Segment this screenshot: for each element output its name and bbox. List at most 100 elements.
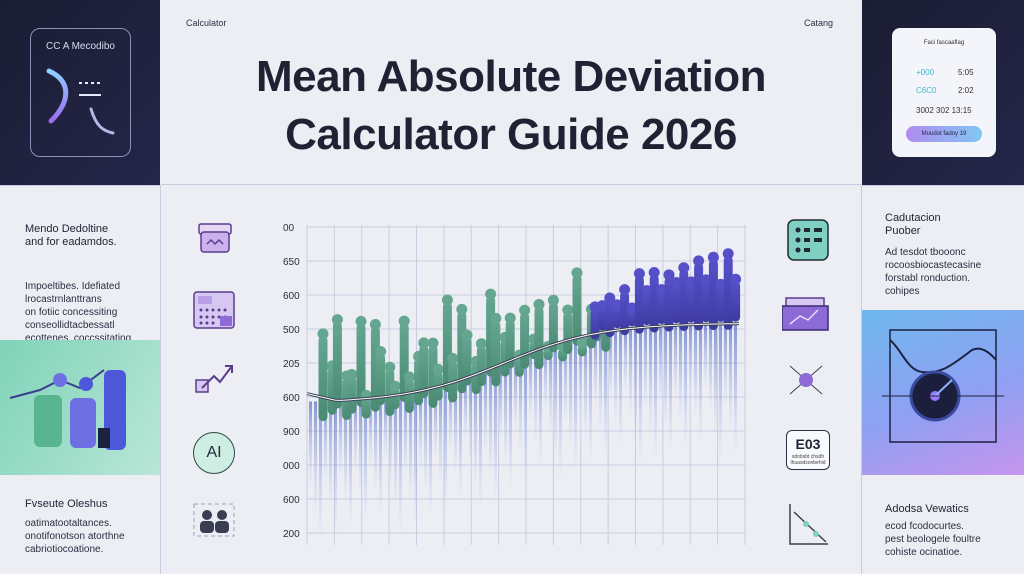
shadow-streak bbox=[429, 388, 432, 517]
blue-bar-head bbox=[596, 300, 608, 312]
stat-row-1-right: 5:05 bbox=[958, 68, 974, 77]
green-bar-head bbox=[519, 304, 531, 316]
right-panel-1-heading: Cadutacion Puober bbox=[885, 212, 941, 237]
stat-row-1-left: +000 bbox=[916, 68, 935, 77]
left-mini-chart-panel bbox=[0, 340, 160, 475]
shadow-streak bbox=[699, 324, 702, 443]
shadow-streak bbox=[649, 326, 652, 435]
shadow-streak bbox=[724, 323, 727, 407]
green-bar bbox=[376, 353, 386, 406]
green-bar bbox=[318, 335, 328, 422]
shadow-streak bbox=[644, 327, 647, 411]
right-panel-1: Cadutacion Puober Ad tesdot tbooonc roco… bbox=[885, 212, 1015, 298]
shadow-streak bbox=[589, 334, 592, 463]
shadow-streak bbox=[634, 328, 637, 442]
green-bar bbox=[332, 321, 342, 409]
green-bar-head bbox=[427, 337, 439, 349]
shadow-streak bbox=[629, 328, 632, 417]
y-tick-label: 600 bbox=[283, 495, 300, 506]
shadow-streak bbox=[584, 335, 587, 439]
y-tick-label: 00 bbox=[283, 223, 295, 234]
green-bar bbox=[534, 306, 544, 370]
top-left-card: CC A Mecodibo bbox=[30, 28, 131, 157]
shadow-streak bbox=[669, 325, 672, 454]
shadow-streak bbox=[664, 325, 667, 429]
shadow-streak bbox=[659, 326, 662, 405]
blue-bar bbox=[731, 281, 741, 322]
shadow-streak bbox=[374, 397, 377, 491]
y-tick-label: 600 bbox=[283, 393, 300, 404]
green-bar-head bbox=[504, 312, 516, 324]
title-line-2: Calculator Guide 2026 bbox=[285, 110, 737, 159]
green-bar-head bbox=[398, 315, 410, 327]
shadow-streak bbox=[704, 324, 707, 388]
shadow-streak bbox=[734, 323, 737, 457]
shadow-streak bbox=[504, 363, 507, 467]
green-bar-head bbox=[403, 371, 415, 383]
shadow-streak bbox=[349, 399, 352, 528]
blue-bar bbox=[701, 281, 711, 323]
right-gauge-panel bbox=[862, 310, 1024, 475]
y-tick-label: 000 bbox=[283, 461, 300, 472]
blue-bar-head bbox=[604, 292, 616, 304]
shadow-streak bbox=[454, 381, 457, 475]
page-title: Mean Absolute Deviation Calculator Guide… bbox=[161, 48, 861, 164]
shadow-streak bbox=[599, 332, 602, 431]
green-bar-head bbox=[369, 318, 381, 330]
shadow-streak bbox=[439, 386, 442, 485]
shadow-streak bbox=[404, 393, 407, 477]
shadow-streak bbox=[389, 396, 392, 485]
top-right-card: Faci fascaaflag +000 5:05 C6C0 2:02 3002… bbox=[892, 28, 996, 157]
shadow-streak bbox=[519, 356, 522, 455]
top-right-card-title: Faci fascaaflag bbox=[923, 40, 965, 46]
blue-bar bbox=[597, 307, 607, 331]
shadow-streak bbox=[654, 326, 657, 460]
blue-bar-head bbox=[715, 278, 727, 290]
blue-bar-head bbox=[707, 251, 719, 263]
top-right-dark-panel: Faci fascaaflag +000 5:05 C6C0 2:02 3002… bbox=[862, 0, 1024, 185]
blue-bar-head bbox=[641, 285, 653, 297]
shadow-streak bbox=[364, 398, 367, 522]
left-panel-1-body: Impoeltibes. Idefiated lrocastrnlanttran… bbox=[25, 281, 132, 344]
blue-bar bbox=[723, 255, 733, 330]
users-icon bbox=[192, 502, 236, 543]
green-bar-head bbox=[576, 337, 588, 349]
green-bar-head bbox=[490, 312, 502, 324]
shadow-streak bbox=[324, 401, 327, 485]
blue-bar-head bbox=[685, 276, 697, 288]
green-bar-head bbox=[533, 298, 545, 310]
shadow-streak bbox=[469, 376, 472, 465]
right-panel-2-body: ecod fcodocurtes. pest beologele foultre… bbox=[885, 521, 981, 558]
calculate-pill-button[interactable]: Muudot fadoy 19 bbox=[906, 126, 982, 142]
blue-bar bbox=[708, 259, 718, 331]
shadow-streak bbox=[419, 391, 422, 470]
blue-bar-head bbox=[656, 284, 668, 296]
shadow-streak bbox=[564, 341, 567, 425]
shadow-streak bbox=[509, 360, 512, 489]
blue-bar-head bbox=[619, 284, 631, 296]
shadow-streak bbox=[499, 365, 502, 444]
blue-bar-head bbox=[648, 267, 660, 279]
blue-bar-head bbox=[722, 248, 734, 260]
green-bar-head bbox=[547, 294, 559, 306]
blue-bar-head bbox=[678, 262, 690, 274]
blue-bar bbox=[657, 291, 667, 325]
shadow-streak bbox=[334, 400, 337, 534]
shadow-streak bbox=[684, 324, 687, 448]
shadow-streak bbox=[534, 351, 537, 445]
shadow-streak bbox=[579, 337, 582, 416]
green-bar bbox=[356, 323, 366, 407]
shadow-streak bbox=[494, 367, 497, 501]
blue-bar bbox=[664, 276, 674, 332]
blue-bar bbox=[605, 299, 615, 338]
right-panel-2: Adodsa Vewatics ecod fcodocurtes. pest b… bbox=[885, 503, 1015, 559]
green-bar bbox=[563, 312, 573, 355]
folder-chart-icon bbox=[781, 296, 832, 337]
left-panel-2: Fvseute Oleshus oatimatootaltances. onot… bbox=[25, 498, 155, 556]
shadow-streak bbox=[679, 325, 682, 424]
top-left-card-title: CC A Mecodibo bbox=[46, 41, 115, 52]
left-panel-2-body: oatimatootaltances. onotifonotson atorth… bbox=[25, 518, 125, 555]
green-bar-head bbox=[317, 328, 329, 340]
shadow-streak bbox=[424, 390, 427, 494]
shadow-streak bbox=[449, 383, 452, 452]
